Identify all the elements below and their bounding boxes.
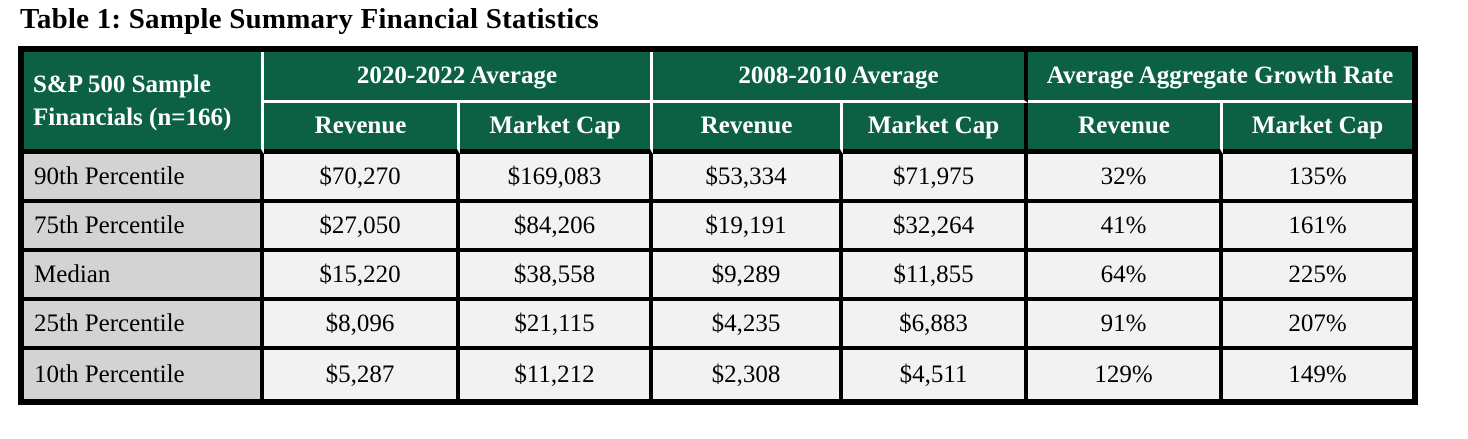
data-cell: $38,558	[460, 252, 653, 301]
summary-table-wrapper: S&P 500 Sample Financials (n=166) 2020-2…	[18, 46, 1418, 405]
data-cell: $11,855	[843, 252, 1028, 301]
row-label: 75th Percentile	[24, 203, 264, 252]
group-header-2020-2022: 2020-2022 Average	[264, 52, 653, 103]
data-cell: $6,883	[843, 301, 1028, 350]
data-cell: 161%	[1223, 203, 1412, 252]
data-cell: $5,287	[264, 350, 460, 399]
row-label: 10th Percentile	[24, 350, 264, 399]
group-header-2008-2010: 2008-2010 Average	[653, 52, 1028, 103]
data-cell: $71,975	[843, 154, 1028, 203]
table-body: 90th Percentile $70,270 $169,083 $53,334…	[24, 154, 1412, 399]
subheader-revenue-growth: Revenue	[1028, 103, 1223, 154]
subheader-revenue-2008: Revenue	[653, 103, 843, 154]
table-row: Median $15,220 $38,558 $9,289 $11,855 64…	[24, 252, 1412, 301]
data-cell: $84,206	[460, 203, 653, 252]
data-cell: $2,308	[653, 350, 843, 399]
data-cell: 149%	[1223, 350, 1412, 399]
data-cell: 41%	[1028, 203, 1223, 252]
table-row: 75th Percentile $27,050 $84,206 $19,191 …	[24, 203, 1412, 252]
page: Table 1: Sample Summary Financial Statis…	[18, 3, 1418, 405]
summary-statistics-table: S&P 500 Sample Financials (n=166) 2020-2…	[24, 52, 1412, 399]
subheader-marketcap-2008: Market Cap	[843, 103, 1028, 154]
data-cell: $21,115	[460, 301, 653, 350]
data-cell: $70,270	[264, 154, 460, 203]
subheader-marketcap-2020: Market Cap	[460, 103, 653, 154]
table-row: 25th Percentile $8,096 $21,115 $4,235 $6…	[24, 301, 1412, 350]
data-cell: 207%	[1223, 301, 1412, 350]
data-cell: 225%	[1223, 252, 1412, 301]
table-row: 10th Percentile $5,287 $11,212 $2,308 $4…	[24, 350, 1412, 399]
data-cell: 91%	[1028, 301, 1223, 350]
data-cell: 129%	[1028, 350, 1223, 399]
data-cell: $11,212	[460, 350, 653, 399]
data-cell: $19,191	[653, 203, 843, 252]
data-cell: $15,220	[264, 252, 460, 301]
data-cell: $9,289	[653, 252, 843, 301]
corner-header-line1: S&P 500 Sample	[33, 70, 211, 98]
data-cell: $32,264	[843, 203, 1028, 252]
data-cell: 32%	[1028, 154, 1223, 203]
row-label: Median	[24, 252, 264, 301]
row-label: 25th Percentile	[24, 301, 264, 350]
row-label: 90th Percentile	[24, 154, 264, 203]
corner-header-line2: Financials (n=166)	[33, 103, 232, 131]
data-cell: $4,511	[843, 350, 1028, 399]
table-header: S&P 500 Sample Financials (n=166) 2020-2…	[24, 52, 1412, 154]
data-cell: $53,334	[653, 154, 843, 203]
data-cell: $8,096	[264, 301, 460, 350]
table-title: Table 1: Sample Summary Financial Statis…	[20, 3, 599, 35]
group-header-growth-rate: Average Aggregate Growth Rate	[1028, 52, 1412, 103]
data-cell: $27,050	[264, 203, 460, 252]
data-cell: 135%	[1223, 154, 1412, 203]
table-row: 90th Percentile $70,270 $169,083 $53,334…	[24, 154, 1412, 203]
subheader-revenue-2020: Revenue	[264, 103, 460, 154]
data-cell: $169,083	[460, 154, 653, 203]
data-cell: 64%	[1028, 252, 1223, 301]
subheader-marketcap-growth: Market Cap	[1223, 103, 1412, 154]
data-cell: $4,235	[653, 301, 843, 350]
corner-header: S&P 500 Sample Financials (n=166)	[24, 52, 264, 154]
